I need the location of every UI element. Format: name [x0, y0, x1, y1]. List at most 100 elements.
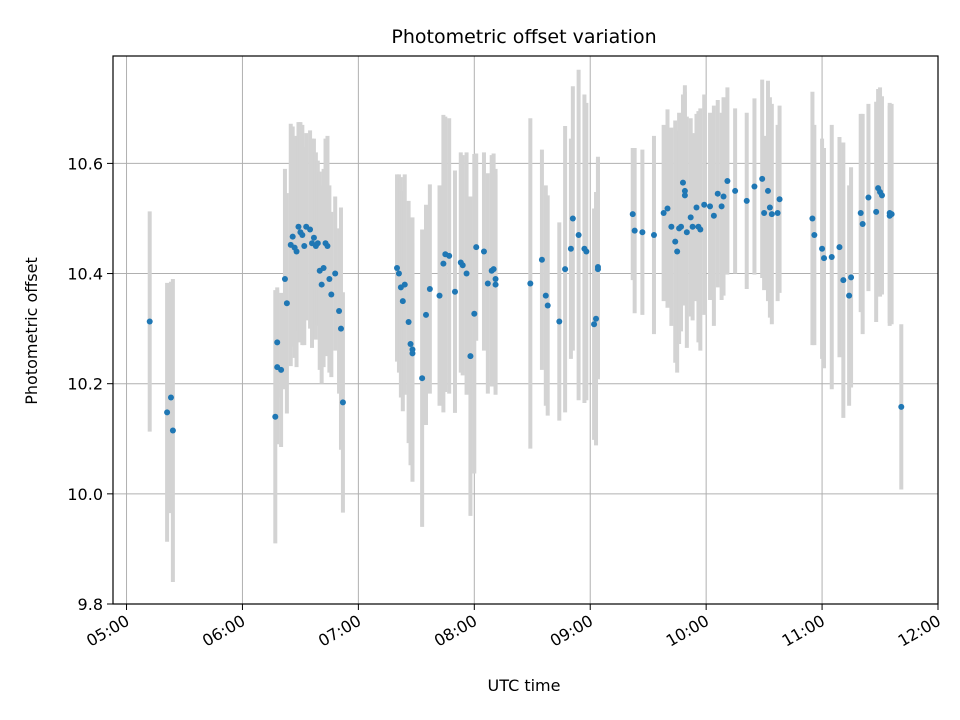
- data-point: [146, 318, 153, 325]
- data-point: [668, 223, 675, 230]
- data-point: [768, 211, 775, 218]
- x-tick-label: 09:00: [547, 611, 596, 651]
- x-tick-label: 12:00: [895, 611, 944, 651]
- data-point: [707, 203, 714, 210]
- data-point: [888, 211, 895, 218]
- x-tick-label: 10:00: [663, 611, 712, 651]
- data-point: [169, 427, 176, 434]
- data-point: [714, 190, 721, 197]
- data-point: [463, 270, 470, 277]
- data-point: [492, 276, 499, 283]
- data-point: [562, 266, 569, 273]
- data-point: [394, 265, 401, 272]
- data-point: [299, 231, 306, 238]
- data-point: [399, 298, 406, 305]
- data-point: [281, 276, 288, 283]
- data-point: [419, 375, 426, 382]
- data-point: [660, 209, 667, 216]
- data-point: [776, 196, 783, 203]
- data-point: [873, 208, 880, 215]
- data-point: [639, 229, 646, 236]
- data-point: [701, 201, 708, 208]
- x-axis-ticks: 05:00 06:00 07:00 08:00 09:00 10:00 11:00 12:00: [83, 604, 944, 651]
- data-point: [326, 276, 333, 283]
- y-tick-label: 10.0: [67, 485, 103, 504]
- data-point: [732, 187, 739, 194]
- data-point: [710, 212, 717, 219]
- data-point: [594, 266, 601, 273]
- data-point: [426, 285, 433, 292]
- data-point: [459, 262, 466, 269]
- data-point: [283, 300, 290, 307]
- data-point: [811, 231, 818, 238]
- data-point: [674, 248, 681, 255]
- data-point: [575, 231, 582, 238]
- data-point: [556, 318, 563, 325]
- data-point: [490, 266, 497, 273]
- y-tick-label: 9.8: [78, 595, 103, 614]
- data-point: [301, 243, 308, 250]
- data-point: [679, 179, 686, 186]
- data-point: [681, 192, 688, 199]
- data-point: [328, 291, 335, 298]
- y-tick-label: 10.2: [67, 375, 103, 394]
- data-point: [664, 205, 671, 212]
- data-points: [146, 175, 905, 434]
- data-point: [337, 325, 344, 332]
- x-axis-label: UTC time: [488, 676, 561, 695]
- data-point: [436, 292, 443, 299]
- data-point: [821, 255, 828, 262]
- data-point: [693, 204, 700, 211]
- error-bars: [147, 69, 904, 582]
- y-axis-label: Photometric offset: [22, 257, 41, 405]
- data-point: [724, 178, 731, 185]
- data-point: [819, 245, 826, 252]
- data-point: [484, 280, 491, 287]
- data-point: [542, 292, 549, 299]
- data-point: [272, 413, 279, 420]
- data-point: [544, 302, 551, 309]
- data-point: [336, 307, 343, 314]
- data-point: [310, 234, 317, 241]
- data-point: [293, 248, 300, 255]
- data-point: [324, 243, 331, 250]
- data-point: [650, 231, 657, 238]
- data-point: [451, 288, 458, 295]
- data-point: [289, 233, 296, 240]
- data-point: [320, 265, 327, 272]
- data-point: [865, 194, 872, 201]
- data-point: [751, 183, 758, 190]
- x-tick-label: 05:00: [83, 611, 132, 651]
- data-point: [583, 248, 590, 255]
- data-point: [569, 215, 576, 222]
- data-point: [295, 223, 302, 230]
- data-point: [401, 281, 408, 288]
- x-tick-label: 07:00: [315, 611, 364, 651]
- data-point: [898, 403, 905, 410]
- data-point: [422, 311, 429, 318]
- data-point: [743, 197, 750, 204]
- data-point: [689, 223, 696, 230]
- data-point: [766, 204, 773, 211]
- data-point: [480, 248, 487, 255]
- data-point: [878, 192, 885, 199]
- data-point: [307, 226, 314, 233]
- data-point: [278, 366, 285, 373]
- data-point: [593, 315, 600, 322]
- data-point: [629, 211, 636, 218]
- data-point: [697, 226, 704, 233]
- y-tick-label: 10.6: [67, 154, 103, 173]
- y-tick-label: 10.4: [67, 265, 103, 284]
- data-point: [446, 252, 453, 259]
- y-axis-ticks: 9.8 10.0 10.2 10.4 10.6: [67, 154, 113, 614]
- plot-frame: [112, 55, 939, 605]
- data-point: [314, 240, 321, 247]
- data-point: [332, 270, 339, 277]
- data-point: [591, 321, 598, 328]
- data-point: [471, 310, 478, 317]
- data-point: [274, 339, 281, 346]
- data-point: [687, 214, 694, 221]
- data-point: [318, 281, 325, 288]
- data-point: [405, 319, 412, 326]
